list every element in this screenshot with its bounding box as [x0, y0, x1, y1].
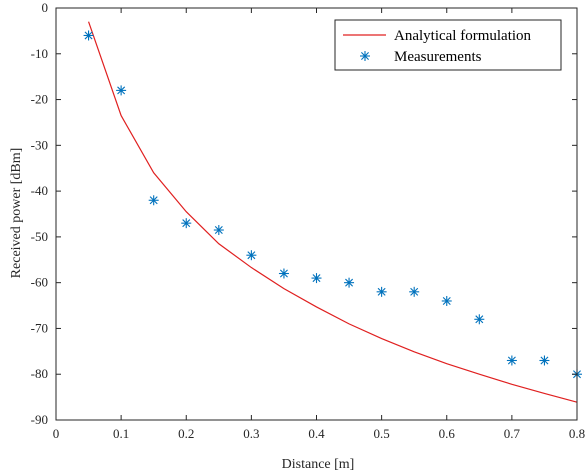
y-tick-label: -90 — [31, 412, 48, 427]
measurement-point — [181, 218, 192, 229]
measurement-point — [83, 30, 94, 41]
x-tick-label: 0.2 — [178, 426, 194, 441]
x-tick-label: 0.5 — [374, 426, 390, 441]
x-tick-label: 0.1 — [113, 426, 129, 441]
legend-label-measurements: Measurements — [394, 49, 482, 65]
measurement-point — [474, 314, 485, 325]
y-tick-label: 0 — [42, 0, 49, 15]
x-tick-label: 0.6 — [439, 426, 456, 441]
x-tick-label: 0.3 — [243, 426, 259, 441]
x-tick-label: 0.4 — [308, 426, 325, 441]
measurement-point — [148, 195, 159, 206]
series-line-analytical — [87, 21, 578, 403]
x-tick-label: 0 — [53, 426, 60, 441]
y-tick-label: -40 — [31, 183, 48, 198]
plot-frame — [55, 7, 578, 421]
legend-box — [334, 19, 562, 71]
y-ticks: 0 -10 -20 -30 -40 -50 -60 -70 -80 -90 — [31, 0, 577, 427]
x-tick-label: 0.7 — [504, 426, 521, 441]
legend-label-analytical: Analytical formulation — [394, 28, 532, 44]
y-tick-label: -70 — [31, 320, 48, 335]
measurement-point — [213, 225, 224, 236]
x-ticks: 0 0.1 0.2 0.3 0.4 0.5 0.6 0.7 0.8 — [53, 8, 585, 441]
y-tick-label: -60 — [31, 275, 48, 290]
x-axis-label: Distance [m] — [282, 457, 355, 472]
x-tick-label: 0.8 — [569, 426, 585, 441]
measurement-point — [441, 295, 452, 306]
legend-asterisk-icon — [360, 51, 370, 61]
y-tick-label: -80 — [31, 366, 48, 381]
data-marks — [83, 21, 582, 403]
measurement-point — [116, 85, 127, 96]
measurement-point — [409, 286, 420, 297]
measurement-point — [376, 286, 387, 297]
y-axis-label: Received power [dBm] — [9, 148, 24, 279]
y-tick-label: -20 — [31, 92, 48, 107]
measurement-point — [506, 355, 517, 366]
measurement-point — [311, 273, 322, 284]
legend-marker-swatch — [360, 51, 370, 61]
measurement-point — [344, 277, 355, 288]
plot-area — [56, 8, 577, 420]
measurement-point — [278, 268, 289, 279]
measurement-point — [539, 355, 550, 366]
measurement-point — [246, 250, 257, 261]
y-tick-label: -10 — [31, 46, 48, 61]
legend: Analytical formulation Measurements — [334, 19, 562, 71]
y-tick-label: -50 — [31, 229, 48, 244]
y-tick-label: -30 — [31, 137, 48, 152]
